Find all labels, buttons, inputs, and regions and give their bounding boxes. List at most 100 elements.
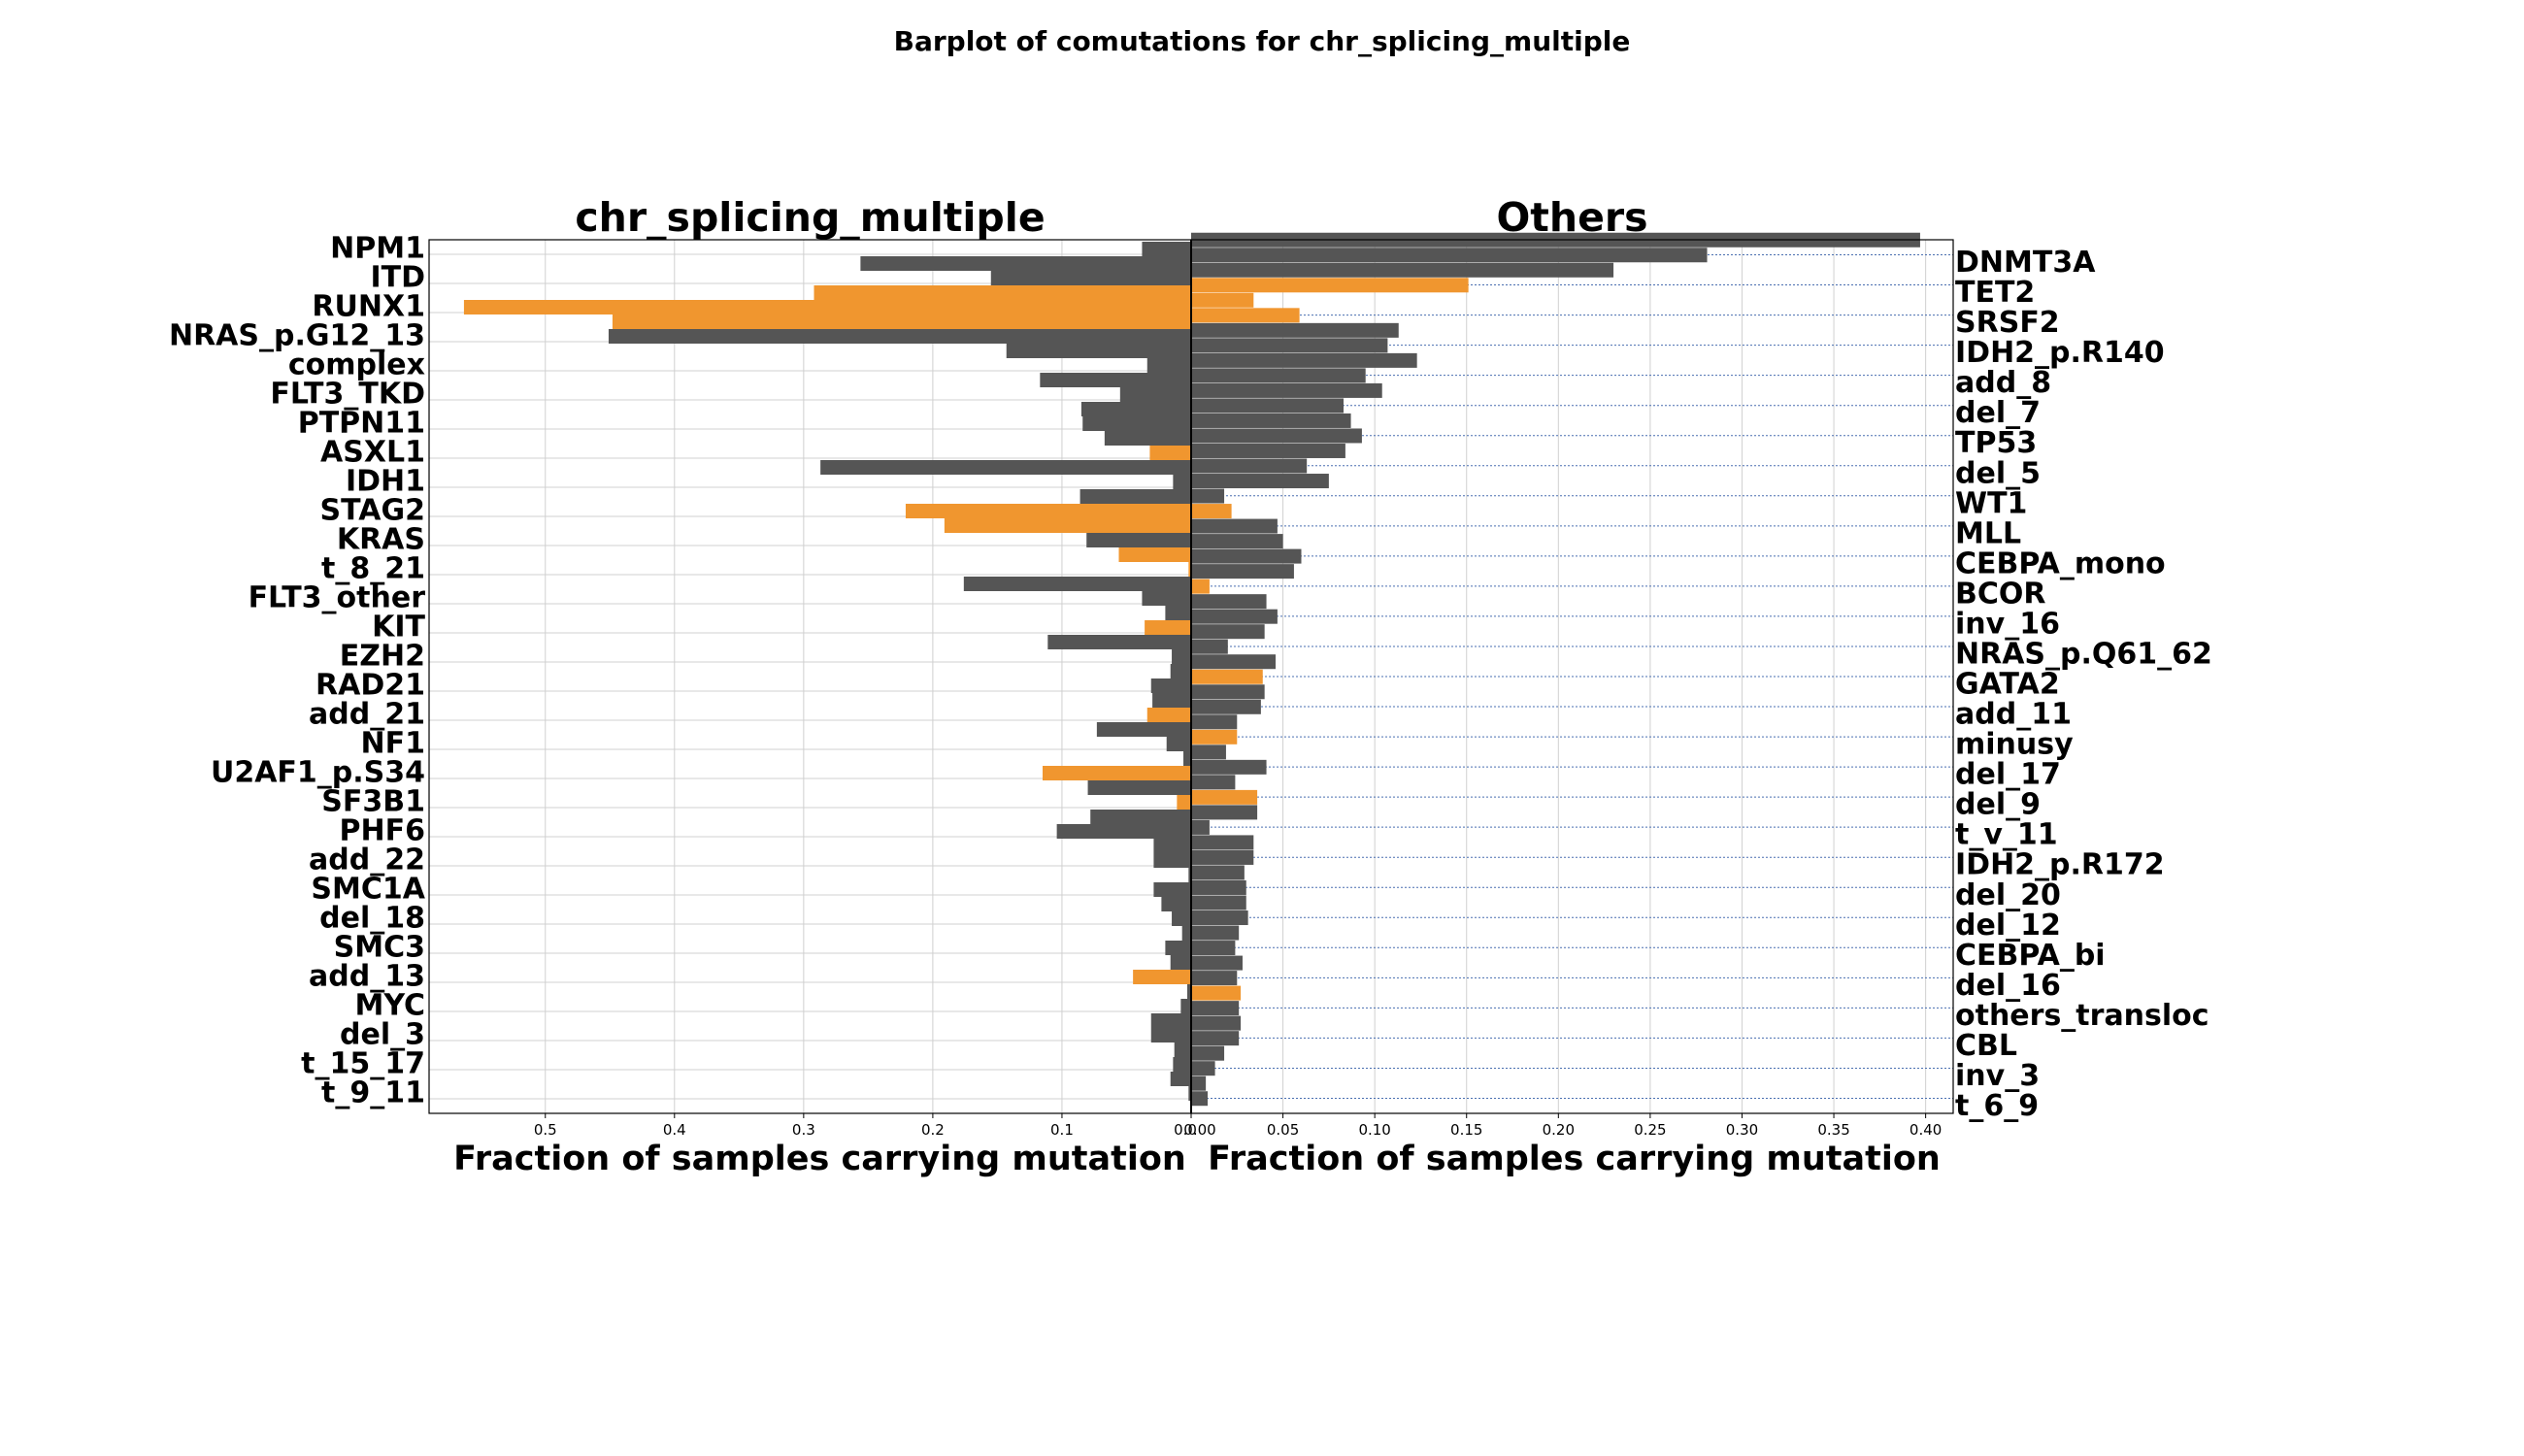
bar-NRAS_p.Q61_62	[1191, 624, 1265, 640]
category-label: FLT3_TKD	[270, 378, 425, 412]
bar-inv_3	[1191, 1045, 1225, 1061]
category-label: NPM1	[330, 232, 425, 266]
bar-NPM1	[1142, 242, 1191, 256]
category-label: complex	[288, 348, 425, 382]
bar-NPM1-2	[860, 256, 1191, 271]
bar-t_15_17-2	[1170, 1072, 1191, 1086]
category-label: t_6_9	[1955, 1089, 2039, 1123]
bar-PTPN11-2	[1104, 431, 1191, 446]
category-label: add_13	[309, 960, 425, 994]
bar-RAD21	[1150, 678, 1191, 693]
category-label: inv_3	[1955, 1059, 2040, 1093]
bar-t_6_9	[1191, 1075, 1207, 1091]
bar-del_17	[1191, 745, 1226, 760]
bar-PHF6	[1056, 824, 1191, 839]
category-label: t_9_11	[321, 1076, 425, 1110]
bar-del_16	[1191, 955, 1243, 971]
category-label: EZH2	[340, 640, 425, 674]
category-label: GATA2	[1955, 668, 2060, 702]
bar-SRSF2	[1191, 292, 1254, 308]
bar-IDH2_p.R172	[1191, 835, 1254, 850]
bar-EZH2	[1172, 649, 1191, 664]
bar-t_9_11	[1188, 1086, 1191, 1101]
bar-del_20	[1191, 865, 1245, 880]
category-label: NRAS_p.G12_13	[169, 319, 425, 353]
bar-SF3B1-2	[1090, 810, 1191, 824]
bar-PTPN11	[1082, 416, 1191, 431]
bar-GATA2-2	[1191, 669, 1263, 684]
x-tick-label: 0.15	[1450, 1121, 1482, 1139]
bar-inv_3-2	[1191, 1061, 1215, 1076]
bar-IDH1-2	[1079, 489, 1191, 504]
category-label: del_7	[1955, 396, 2041, 430]
bar-t_8_21-2	[963, 577, 1191, 591]
bar-del_9-2	[1191, 789, 1258, 805]
bar-del_17-2	[1191, 759, 1267, 775]
category-label: SRSF2	[1955, 306, 2060, 340]
bar-t_15_17	[1173, 1057, 1191, 1072]
bar-GATA2	[1191, 654, 1277, 670]
category-label: del_18	[319, 902, 425, 936]
category-label: add_22	[309, 844, 425, 877]
bar-others_transloc-2	[1191, 1001, 1240, 1016]
category-label: SMC3	[334, 931, 425, 965]
bar-TET2	[1191, 262, 1614, 278]
category-label: t_8_21	[321, 552, 425, 586]
bar-IDH1	[1173, 475, 1191, 489]
category-label: BCOR	[1955, 577, 2046, 611]
bar-del_7	[1191, 382, 1382, 398]
category-label: inv_16	[1955, 607, 2060, 641]
bar-TET2-2	[1191, 278, 1469, 293]
bar-FLT3_other-2	[1165, 606, 1191, 620]
category-label: CEBPA_bi	[1955, 939, 2106, 973]
bar-del_5	[1191, 443, 1345, 458]
category-label: del_16	[1955, 969, 2061, 1003]
bar-SMC3-2	[1170, 955, 1191, 970]
category-label: WT1	[1955, 486, 2027, 520]
bar-STAG2	[905, 504, 1191, 518]
x-tick-label: 0.30	[1726, 1121, 1758, 1139]
category-label: RAD21	[316, 669, 425, 703]
bar-CEBPA_mono	[1191, 534, 1283, 549]
bar-NF1-2	[1183, 751, 1191, 766]
bar-U2AF1_p.S34	[1042, 766, 1191, 780]
bar-CEBPA_mono-2	[1191, 548, 1302, 564]
bar-add_11	[1191, 684, 1265, 700]
bar-ITD	[990, 271, 1191, 285]
right-panel-title: Others	[1496, 194, 1647, 241]
category-label: others_transloc	[1955, 999, 2209, 1033]
category-label: TET2	[1955, 276, 2035, 310]
x-tick-label: 0.0	[1174, 1121, 1197, 1139]
category-label: IDH2_p.R140	[1955, 336, 2165, 370]
bar-WT1-2	[1191, 488, 1225, 504]
bar-inv_16	[1191, 594, 1267, 610]
x-tick-label: 0.10	[1358, 1121, 1390, 1139]
bar-PHF6-2	[1153, 839, 1191, 853]
bar-complex-2	[1040, 373, 1191, 387]
bar-KIT	[1145, 620, 1191, 635]
bar-NF1	[1166, 737, 1191, 751]
category-label: del_12	[1955, 909, 2061, 943]
category-label: del_5	[1955, 456, 2041, 490]
x-tick-label: 0.5	[534, 1121, 557, 1139]
category-label: NRAS_p.Q61_62	[1955, 637, 2212, 671]
bar-FLT3_TKD-2	[1080, 402, 1191, 416]
category-label: STAG2	[320, 494, 425, 528]
bar-add_11-2	[1191, 699, 1261, 714]
category-label: KIT	[372, 611, 425, 645]
bar-minusy	[1191, 714, 1238, 730]
category-label: NF1	[361, 727, 425, 761]
bar-BCOR-2	[1191, 579, 1210, 594]
bar-NRAS_p.G12_13	[608, 329, 1191, 344]
bar-ASXL1-2	[820, 460, 1191, 475]
bar-del_12	[1191, 895, 1246, 910]
bar-NRAS_p.G12_13-2	[1006, 344, 1191, 358]
bar-STAG2-2	[944, 518, 1191, 533]
bar-add_22	[1153, 853, 1191, 868]
left-x-axis-label: Fraction of samples carrying mutation	[453, 1140, 1186, 1178]
bar-add_13	[1133, 970, 1191, 984]
x-tick-label: 0.20	[1543, 1121, 1575, 1139]
bar-EZH2-2	[1170, 664, 1191, 678]
category-label: MYC	[354, 989, 425, 1023]
